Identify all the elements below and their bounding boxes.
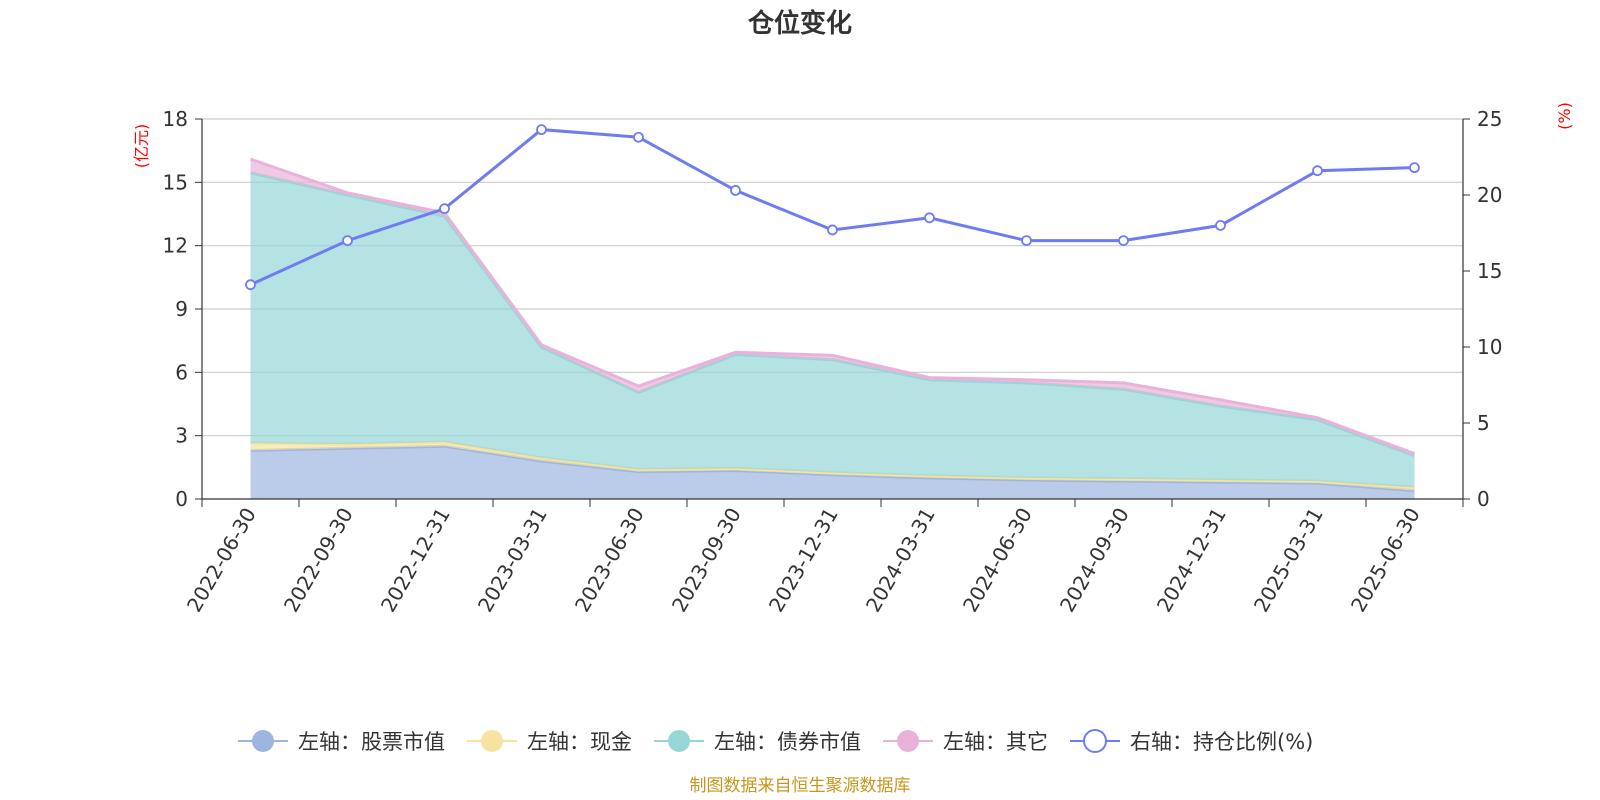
legend-label: 右轴：持仓比例(%) [1130, 730, 1313, 754]
left-axis-tick-label: 9 [175, 297, 188, 321]
x-axis-tick-label: 2022-09-30 [279, 504, 358, 617]
x-axis-tick-label: 2024-12-31 [1152, 504, 1231, 617]
left-axis-tick-label: 0 [175, 487, 188, 511]
position-ratio-point [342, 235, 353, 247]
legend-label: 左轴：股票市值 [298, 730, 445, 754]
legend-label: 左轴：其它 [943, 730, 1048, 754]
x-axis-tick-label: 2023-03-31 [473, 504, 552, 617]
position-ratio-line [245, 124, 1420, 291]
right-axis-tick-label: 10 [1477, 335, 1502, 359]
legend-swatch-marker [668, 730, 690, 752]
left-axis-tick-label: 12 [163, 234, 188, 258]
right-axis-tick-label: 5 [1477, 411, 1490, 435]
legend-swatch-marker [897, 730, 919, 752]
stacked-areas [250, 157, 1416, 499]
legend-label: 左轴：债券市值 [714, 730, 861, 754]
position-ratio-point [439, 203, 450, 215]
legend-swatch-marker [252, 730, 274, 752]
x-axis-tick-label: 2023-06-30 [570, 504, 649, 617]
x-axis-tick-label: 2024-09-30 [1055, 504, 1134, 617]
position-ratio-point [1021, 235, 1032, 247]
x-axis-tick-label: 2025-03-31 [1249, 504, 1328, 617]
right-axis-tick-label: 15 [1477, 259, 1502, 283]
x-axis-tick-label: 2022-06-30 [182, 504, 261, 617]
position-ratio-point [730, 185, 741, 196]
area-series-3 [250, 172, 1415, 488]
x-axis-tick-label: 2023-09-30 [667, 504, 746, 617]
legend-swatch-marker [1083, 729, 1107, 753]
right-axis-tick-label: 0 [1477, 487, 1490, 511]
legend-swatch-marker [481, 730, 503, 752]
right-axis-tick-label: 25 [1477, 107, 1502, 131]
x-axis-tick-label: 2024-06-30 [958, 504, 1037, 617]
position-ratio-point [1312, 165, 1323, 177]
position-ratio-point [536, 124, 547, 136]
right-axis-tick-label: 20 [1477, 183, 1502, 207]
area-series-2 [250, 442, 1415, 491]
position-ratio-point [245, 279, 256, 291]
legend-label: 左轴：现金 [527, 730, 632, 754]
position-ratio-point [633, 131, 644, 143]
x-axis-tick-label: 2025-06-30 [1346, 504, 1425, 617]
left-axis-unit: (亿元) [132, 124, 151, 169]
position-ratio-point [1215, 219, 1226, 231]
area-series-1 [250, 446, 1415, 499]
position-ratio-point [924, 212, 935, 224]
data-source-note: 制图数据来自恒生聚源数据库 [690, 776, 911, 796]
x-axis-tick-label: 2023-12-31 [764, 504, 843, 617]
chart-title: 仓位变化 [747, 8, 852, 39]
left-axis-tick-label: 15 [163, 170, 188, 194]
left-axis-tick-label: 3 [175, 424, 188, 448]
legend: 左轴：股票市值 左轴：现金 左轴：债券市值 左轴：其它 右轴：持仓比例(%) [238, 729, 1313, 754]
position-ratio-point [827, 224, 838, 236]
left-axis-tick-label: 18 [163, 107, 188, 131]
x-axis-tick-label: 2022-12-31 [376, 504, 455, 617]
x-axis-tick-label: 2024-03-31 [861, 504, 940, 617]
position-ratio-point [1118, 235, 1129, 247]
position-ratio-point [1409, 162, 1420, 174]
left-axis-tick-label: 6 [175, 360, 188, 384]
right-axis-unit: (%) [1555, 102, 1574, 130]
